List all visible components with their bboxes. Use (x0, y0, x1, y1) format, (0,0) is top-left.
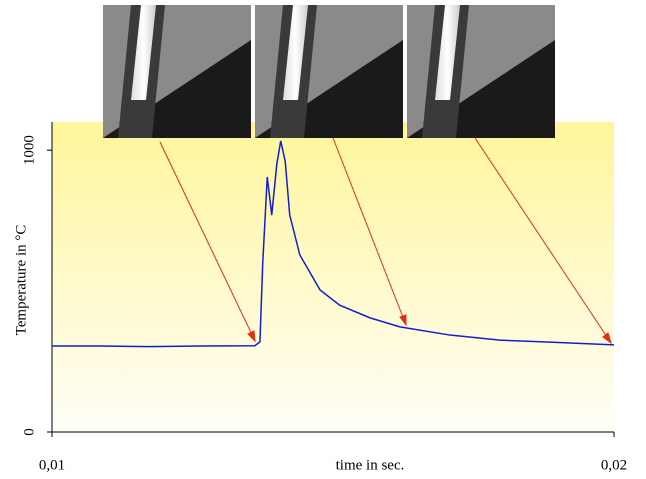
y-axis-label: Temperature in °C (13, 225, 29, 336)
arrow-head (399, 314, 407, 327)
arrow (159, 141, 256, 342)
arrow (474, 137, 612, 344)
x-tick-label: 0,02 (601, 457, 627, 473)
arrow (332, 137, 407, 326)
arrows (159, 137, 612, 345)
axes (51, 122, 614, 433)
plot-area (52, 122, 614, 432)
line (52, 140, 615, 348)
arrow-head (602, 332, 612, 345)
y-tick-label: 1000 (21, 135, 37, 165)
photo (255, 5, 403, 138)
photo (103, 5, 251, 138)
x-tick-label: 0,01 (39, 457, 65, 473)
photos (103, 5, 555, 138)
x-axis-label: time in sec. (336, 457, 405, 473)
y-tick-label: 0 (21, 428, 37, 436)
arrow-head (247, 330, 256, 343)
photo (407, 5, 555, 138)
